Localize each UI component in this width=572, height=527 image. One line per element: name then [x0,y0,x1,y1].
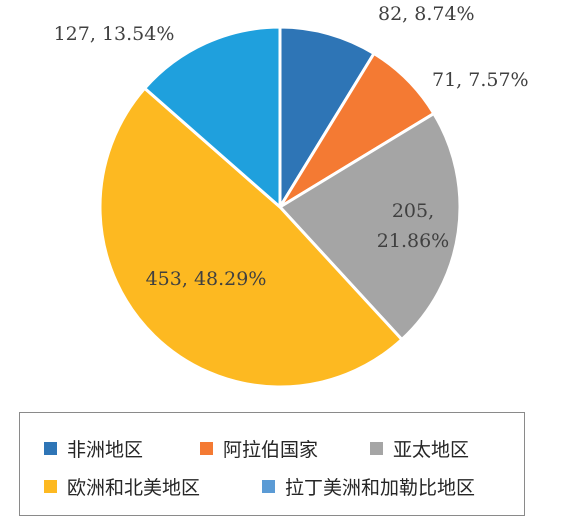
legend-swatch-arab-states [200,442,213,455]
data-label-arab-states: 71, 7.57% [432,69,529,91]
legend-item-asia-pacific: 亚太地区 [370,435,469,462]
pie-chart: 82, 8.74% 71, 7.57% 205, 21.86% 453, 48.29% 1… [54,3,529,389]
legend-item-arab-states: 阿拉伯国家 [200,435,318,462]
legend-swatch-latin-america-caribbean [262,480,275,493]
legend-label-africa: 非洲地区 [67,439,144,461]
legend-swatch-asia-pacific [370,442,383,455]
pie-chart-svg: 82, 8.74% 71, 7.57% 205, 21.86% 453, 48.29% 1… [54,3,529,389]
legend-item-latin-america-caribbean: 拉丁美洲和加勒比地区 [262,473,475,500]
legend-swatch-africa [44,442,57,455]
pie-slice-asia-pacific [278,112,462,341]
pie-slice-africa [278,25,376,209]
legend-label-asia-pacific: 亚太地区 [393,439,470,461]
pie-slice-latin-america-caribbean [143,25,282,209]
pie-slice-europe-north-america [98,86,404,389]
legend-label-latin-america-caribbean: 拉丁美洲和加勒比地区 [285,477,476,499]
legend-label-europe-north-america: 欧洲和北美地区 [67,477,201,499]
legend-item-africa: 非洲地区 [44,435,143,462]
legend-swatch-europe-north-america [44,480,57,493]
legend-item-europe-north-america: 欧洲和北美地区 [44,473,200,500]
legend-label-arab-states: 阿拉伯国家 [223,439,319,461]
data-label-europe-north-america: 453, 48.29% [146,268,267,290]
data-label-asia-pacific: 205, 21.86% [377,200,449,252]
data-label-latin-america-caribbean: 127, 13.54% [54,23,175,45]
data-label-africa: 82, 8.74% [378,3,475,25]
chart-legend: 非洲地区 阿拉伯国家 亚太地区 欧洲和北美地区 拉丁美洲和加勒比地区 [19,412,525,516]
